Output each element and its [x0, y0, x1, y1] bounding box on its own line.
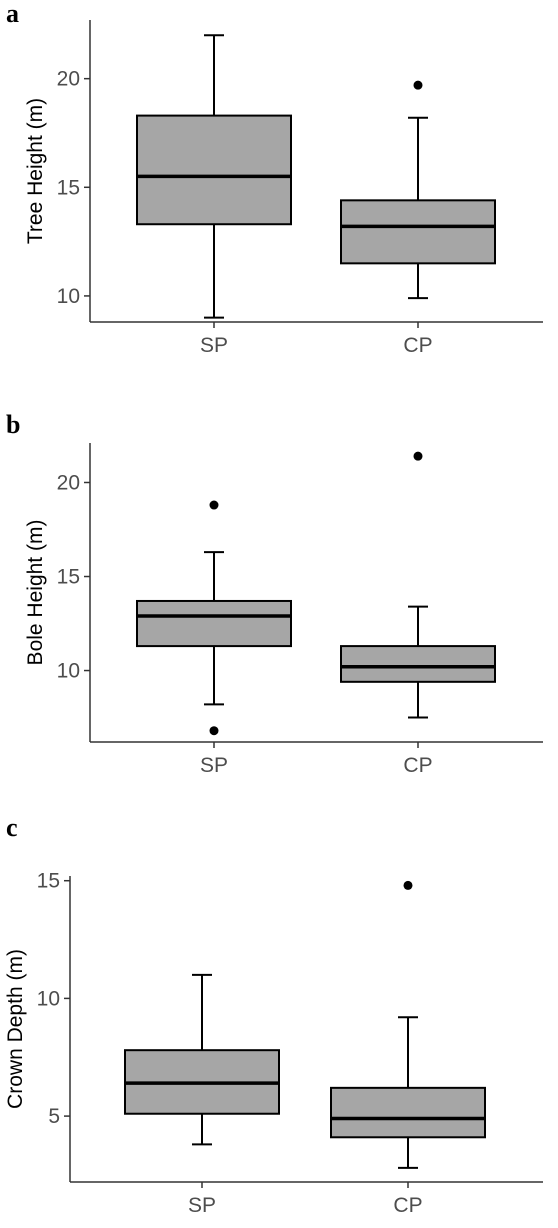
box-sp [136, 599, 292, 648]
x-tick-label: SP [200, 754, 228, 777]
y-tick-label: 15 [57, 566, 80, 589]
outlier-point [209, 726, 219, 736]
box-sp [136, 114, 292, 226]
box-cp [340, 199, 496, 265]
outlier-point [413, 80, 423, 90]
outlier-point [403, 880, 413, 890]
x-tick-label: CP [403, 754, 432, 777]
x-tick-label: CP [393, 1194, 422, 1217]
y-tick-label: 20 [57, 68, 80, 91]
outlier-point [413, 451, 423, 461]
y-axis-title: Bole Height (m) [24, 520, 47, 666]
y-tick-label: 10 [57, 285, 80, 308]
x-tick-label: CP [403, 334, 432, 357]
y-tick-label: 15 [37, 870, 60, 893]
y-tick-label: 5 [48, 1105, 60, 1128]
x-tick-label: SP [200, 334, 228, 357]
box-cp [330, 1086, 486, 1139]
outlier-point [209, 500, 219, 510]
y-axis-title: Tree Height (m) [24, 98, 47, 244]
y-tick-label: 10 [57, 660, 80, 683]
panel-label: a [6, 0, 19, 28]
box-cp [340, 645, 496, 683]
y-axis-title: Crown Depth (m) [4, 949, 27, 1109]
y-tick-label: 15 [57, 176, 80, 199]
panel-label: b [6, 410, 20, 439]
panel-label: c [6, 813, 18, 842]
y-tick-label: 20 [57, 471, 80, 494]
y-tick-label: 10 [37, 987, 60, 1010]
x-tick-label: SP [188, 1194, 216, 1217]
